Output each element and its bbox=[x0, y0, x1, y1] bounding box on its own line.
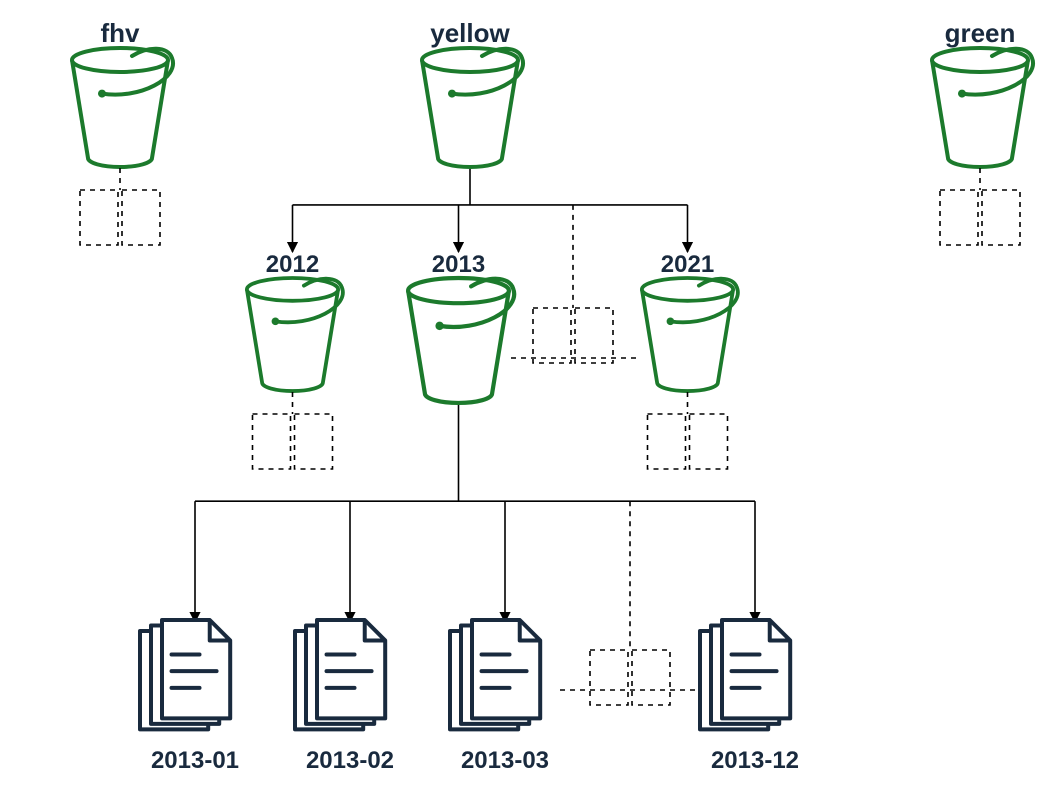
ghost-box-green-b bbox=[982, 190, 1020, 245]
label-m01: 2013-01 bbox=[151, 747, 239, 774]
ghost-box-y2012-a bbox=[253, 414, 291, 469]
ghost-box-green-a bbox=[940, 190, 978, 245]
ellipsis-box-y2013-y2021-b bbox=[575, 308, 613, 363]
ghost-box-y2021-a bbox=[648, 414, 686, 469]
docs-m03 bbox=[450, 620, 540, 729]
docs-m12 bbox=[700, 620, 790, 729]
label-yellow: yellow bbox=[430, 18, 510, 48]
bucket-y2021 bbox=[642, 278, 738, 391]
docs-m01 bbox=[140, 620, 230, 729]
ghost-box-fhv-b bbox=[122, 190, 160, 245]
edge-fan-yellow bbox=[293, 168, 688, 252]
label-m02: 2013-02 bbox=[306, 747, 394, 774]
bucket-green bbox=[932, 48, 1033, 167]
ellipsis-box-m03-m12-b bbox=[632, 650, 670, 705]
docs-m02 bbox=[295, 620, 385, 729]
label-fhv: fhv bbox=[101, 18, 141, 48]
ellipsis-box-y2013-y2021-a bbox=[533, 308, 571, 363]
label-y2012: 2012 bbox=[266, 251, 319, 278]
label-y2021: 2021 bbox=[661, 251, 714, 278]
ellipsis-box-m03-m12-a bbox=[590, 650, 628, 705]
ghost-box-fhv-a bbox=[80, 190, 118, 245]
bucket-yellow bbox=[422, 48, 523, 167]
label-m12: 2013-12 bbox=[711, 747, 799, 774]
label-m03: 2013-03 bbox=[461, 747, 549, 774]
edge-fan-y2013 bbox=[195, 404, 755, 622]
bucket-y2012 bbox=[247, 278, 343, 391]
bucket-y2013 bbox=[408, 278, 514, 403]
label-y2013: 2013 bbox=[432, 251, 485, 278]
ghost-box-y2021-b bbox=[690, 414, 728, 469]
ghost-box-y2012-b bbox=[295, 414, 333, 469]
label-green: green bbox=[945, 18, 1016, 48]
bucket-fhv bbox=[72, 48, 173, 167]
